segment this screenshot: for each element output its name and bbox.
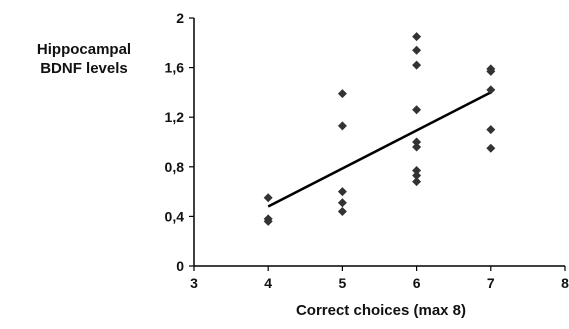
data-point: [412, 32, 422, 42]
data-point: [412, 137, 422, 147]
data-point: [486, 143, 496, 153]
y-tick-label: 0,4: [165, 208, 185, 224]
data-point: [486, 66, 496, 76]
data-point: [412, 45, 422, 55]
x-axis-label: Correct choices (max 8): [295, 302, 467, 319]
x-tick-label: 4: [264, 275, 272, 291]
data-point: [412, 105, 422, 115]
data-point: [412, 177, 422, 187]
y-axis-label: Hippocampal BDNF levels: [4, 40, 164, 78]
data-point: [337, 187, 347, 197]
data-point: [486, 125, 496, 135]
trend-line: [267, 91, 492, 208]
data-point: [263, 193, 273, 203]
y-tick-label: 0,8: [165, 159, 185, 175]
x-tick-label: 7: [487, 275, 495, 291]
data-point: [412, 142, 422, 152]
x-tick-label: 5: [339, 275, 347, 291]
data-point: [337, 89, 347, 99]
x-tick-label: 3: [190, 275, 198, 291]
data-point: [412, 170, 422, 180]
y-axis-label-line-1: Hippocampal: [36, 41, 132, 58]
data-point: [263, 216, 273, 226]
y-tick-label: 0: [176, 258, 184, 274]
x-tick-label: 6: [413, 275, 421, 291]
data-point: [412, 60, 422, 70]
data-point: [337, 121, 347, 131]
data-point: [486, 85, 496, 95]
y-tick-label: 2: [176, 10, 184, 26]
y-tick-label: 1,6: [165, 60, 185, 76]
y-axis-label-line-2: BDNF levels: [40, 60, 128, 77]
data-point: [337, 206, 347, 216]
y-tick-label: 1,2: [165, 109, 185, 125]
x-tick-label: 8: [561, 275, 569, 291]
data-point: [337, 198, 347, 208]
data-point: [412, 166, 422, 176]
